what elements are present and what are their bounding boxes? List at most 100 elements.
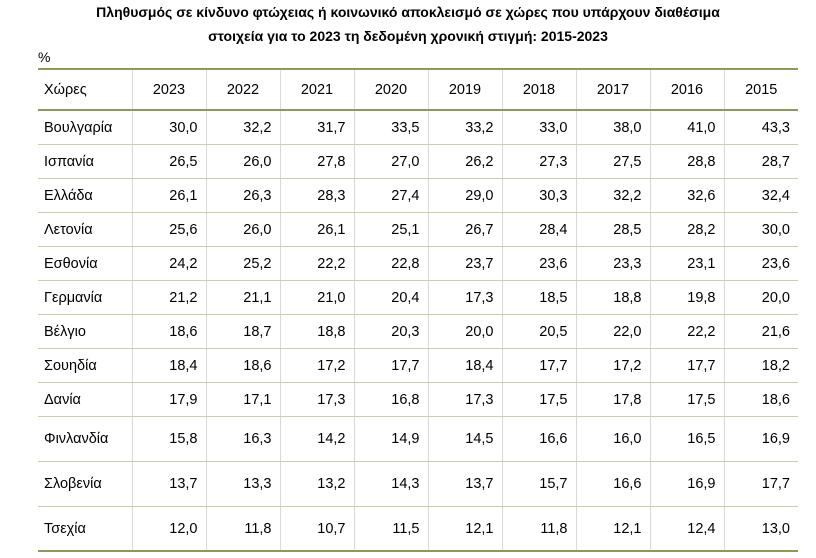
value-cell: 18,2 xyxy=(723,348,798,383)
header-cell: 2021 xyxy=(279,68,355,111)
table-row: Φινλανδία 15,8 16,3 14,2 14,9 14,5 16,6 16,0 16,… xyxy=(38,416,798,462)
value-cell: 13,7 xyxy=(131,461,207,507)
value-cell: 13,0 xyxy=(723,506,798,552)
value-cell: 28,5 xyxy=(575,212,651,247)
value-cell: 38,0 xyxy=(575,110,651,145)
value-cell: 15,8 xyxy=(131,416,207,462)
value-cell: 17,1 xyxy=(205,382,281,417)
value-cell: 14,2 xyxy=(279,416,355,462)
country-cell: Λετονία xyxy=(38,212,133,247)
value-cell: 18,8 xyxy=(279,314,355,349)
country-cell: Δανία xyxy=(38,382,133,417)
value-cell: 27,0 xyxy=(353,144,429,179)
value-cell: 20,3 xyxy=(353,314,429,349)
value-cell: 10,7 xyxy=(279,506,355,552)
table-row: Ελλάδα 26,1 26,3 28,3 27,4 29,0 30,3 32,2 32,6 32… xyxy=(38,178,798,213)
value-cell: 30,0 xyxy=(723,212,798,247)
value-cell: 26,7 xyxy=(427,212,503,247)
value-cell: 18,5 xyxy=(501,280,577,315)
country-cell: Ισπανία xyxy=(38,144,133,179)
value-cell: 21,0 xyxy=(279,280,355,315)
value-cell: 16,6 xyxy=(575,461,651,507)
value-cell: 33,5 xyxy=(353,110,429,145)
value-cell: 21,6 xyxy=(723,314,798,349)
value-cell: 20,5 xyxy=(501,314,577,349)
header-cell: 2017 xyxy=(575,68,651,111)
value-cell: 12,1 xyxy=(575,506,651,552)
table-row: Ισπανία 26,5 26,0 27,8 27,0 26,2 27,3 27,5 28,8 2… xyxy=(38,144,798,179)
value-cell: 32,6 xyxy=(649,178,725,213)
table-row: Βουλγαρία 30,0 32,2 31,7 33,5 33,2 33,0 38,0 41,… xyxy=(38,110,798,145)
value-cell: 17,3 xyxy=(427,280,503,315)
value-cell: 12,1 xyxy=(427,506,503,552)
value-cell: 32,2 xyxy=(205,110,281,145)
value-cell: 13,2 xyxy=(279,461,355,507)
value-cell: 27,8 xyxy=(279,144,355,179)
header-cell: 2022 xyxy=(205,68,281,111)
value-cell: 41,0 xyxy=(649,110,725,145)
value-cell: 22,2 xyxy=(279,246,355,281)
value-cell: 16,8 xyxy=(353,382,429,417)
value-cell: 18,6 xyxy=(131,314,207,349)
table-row: Εσθονία 24,2 25,2 22,2 22,8 23,7 23,6 23,3 23,1 2… xyxy=(38,246,798,281)
value-cell: 29,0 xyxy=(427,178,503,213)
value-cell: 18,4 xyxy=(427,348,503,383)
value-cell: 17,7 xyxy=(723,461,798,507)
table-row: Τσεχία 12,0 11,8 10,7 11,5 12,1 11,8 12,1 12,4 13… xyxy=(38,506,798,552)
header-cell: 2018 xyxy=(501,68,577,111)
value-cell: 43,3 xyxy=(723,110,798,145)
value-cell: 22,8 xyxy=(353,246,429,281)
value-cell: 23,3 xyxy=(575,246,651,281)
value-cell: 19,8 xyxy=(649,280,725,315)
value-cell: 17,5 xyxy=(649,382,725,417)
value-cell: 26,1 xyxy=(279,212,355,247)
header-cell: 2020 xyxy=(353,68,429,111)
country-cell: Ελλάδα xyxy=(38,178,133,213)
header-cell: 2023 xyxy=(131,68,207,111)
country-cell: Σουηδία xyxy=(38,348,133,383)
country-cell: Γερμανία xyxy=(38,280,133,315)
value-cell: 31,7 xyxy=(279,110,355,145)
value-cell: 28,3 xyxy=(279,178,355,213)
value-cell: 21,1 xyxy=(205,280,281,315)
value-cell: 17,5 xyxy=(501,382,577,417)
value-cell: 23,6 xyxy=(723,246,798,281)
value-cell: 12,4 xyxy=(649,506,725,552)
value-cell: 20,4 xyxy=(353,280,429,315)
value-cell: 16,0 xyxy=(575,416,651,462)
title-line: στοιχεία για το 2023 τη δεδομένη χρονική… xyxy=(208,28,608,44)
table-row: Δανία 17,9 17,1 17,3 16,8 17,3 17,5 17,8 17,5 18,… xyxy=(38,382,798,417)
table-row: Βέλγιο 18,6 18,7 18,8 20,3 20,0 20,5 22,0 22,2 21… xyxy=(38,314,798,349)
value-cell: 30,0 xyxy=(131,110,207,145)
value-cell: 17,3 xyxy=(279,382,355,417)
value-cell: 16,6 xyxy=(501,416,577,462)
country-cell: Βέλγιο xyxy=(38,314,133,349)
value-cell: 16,9 xyxy=(723,416,798,462)
value-cell: 22,2 xyxy=(649,314,725,349)
header-cell: 2016 xyxy=(649,68,725,111)
value-cell: 17,8 xyxy=(575,382,651,417)
country-cell: Τσεχία xyxy=(38,506,133,552)
value-cell: 25,1 xyxy=(353,212,429,247)
value-cell: 18,8 xyxy=(575,280,651,315)
value-cell: 27,5 xyxy=(575,144,651,179)
value-cell: 11,8 xyxy=(501,506,577,552)
value-cell: 28,2 xyxy=(649,212,725,247)
value-cell: 26,0 xyxy=(205,144,281,179)
value-cell: 28,4 xyxy=(501,212,577,247)
value-cell: 11,5 xyxy=(353,506,429,552)
value-cell: 26,1 xyxy=(131,178,207,213)
table-row: Γερμανία 21,2 21,1 21,0 20,4 17,3 18,5 18,8 19,8… xyxy=(38,280,798,315)
value-cell: 17,3 xyxy=(427,382,503,417)
country-cell: Εσθονία xyxy=(38,246,133,281)
value-cell: 21,2 xyxy=(131,280,207,315)
value-cell: 18,6 xyxy=(205,348,281,383)
header-cell: 2015 xyxy=(723,68,798,111)
value-cell: 20,0 xyxy=(723,280,798,315)
value-cell: 14,5 xyxy=(427,416,503,462)
value-cell: 12,0 xyxy=(131,506,207,552)
value-cell: 17,9 xyxy=(131,382,207,417)
country-cell: Φινλανδία xyxy=(38,416,133,462)
value-cell: 23,6 xyxy=(501,246,577,281)
value-cell: 16,9 xyxy=(649,461,725,507)
